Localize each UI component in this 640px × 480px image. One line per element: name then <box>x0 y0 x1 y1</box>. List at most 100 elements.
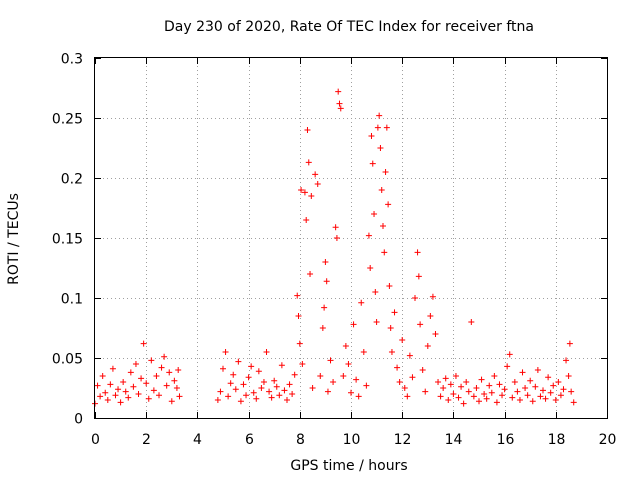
data-point <box>447 381 454 388</box>
data-point <box>319 325 326 331</box>
x-tick-label: 2 <box>142 432 151 448</box>
data-point <box>429 293 436 300</box>
data-point <box>168 398 175 405</box>
data-point <box>499 392 506 399</box>
data-point <box>560 386 567 393</box>
data-point <box>243 392 250 399</box>
data-point <box>483 395 490 402</box>
data-point <box>276 392 283 399</box>
data-point <box>458 383 465 390</box>
data-point <box>382 169 389 175</box>
data-point <box>396 379 403 385</box>
data-point <box>419 367 426 373</box>
data-point <box>473 385 480 391</box>
y-tick-label: 0.2 <box>61 172 83 188</box>
plot-frame <box>94 57 608 419</box>
data-point <box>324 388 331 395</box>
data-point <box>504 363 511 370</box>
data-point <box>250 389 257 396</box>
data-point <box>427 313 434 319</box>
data-point <box>281 387 288 394</box>
data-point <box>476 398 482 405</box>
data-point <box>317 373 324 379</box>
data-point <box>237 398 244 405</box>
data-point <box>442 375 449 382</box>
data-point <box>145 395 152 402</box>
data-point <box>266 388 273 395</box>
data-point <box>566 340 573 347</box>
data-point <box>534 367 541 373</box>
data-point <box>125 394 132 401</box>
data-point <box>478 376 485 383</box>
data-point <box>230 371 237 378</box>
data-point <box>173 385 180 391</box>
data-point <box>373 319 380 325</box>
data-point <box>360 349 367 355</box>
data-point <box>435 379 442 385</box>
data-point <box>422 388 429 395</box>
data-point <box>138 375 145 382</box>
data-point <box>470 393 477 400</box>
chart-title: Day 230 of 2020, Rate Of TEC Index for r… <box>164 19 534 35</box>
data-point <box>493 399 500 406</box>
data-point <box>519 369 526 376</box>
y-tick-label: 0.15 <box>52 232 83 248</box>
data-point <box>304 127 311 133</box>
data-point <box>383 124 390 131</box>
data-point <box>248 363 255 370</box>
data-point <box>570 399 577 406</box>
data-point <box>412 295 418 301</box>
data-point <box>432 331 439 337</box>
data-point <box>542 395 549 402</box>
y-axis-label: ROTI / TECUs <box>6 193 22 285</box>
data-point <box>522 385 529 391</box>
data-point <box>391 309 398 316</box>
data-point <box>496 381 503 388</box>
data-point <box>363 382 370 389</box>
data-point <box>568 388 575 395</box>
data-point <box>406 352 413 359</box>
data-point <box>468 319 475 325</box>
data-point <box>225 393 232 400</box>
data-point <box>268 394 275 401</box>
data-point <box>367 265 374 271</box>
data-point <box>486 382 493 389</box>
data-point <box>350 321 357 328</box>
x-tick-label: 16 <box>497 432 515 448</box>
x-tick-label: 20 <box>599 432 617 448</box>
data-point <box>437 393 444 400</box>
data-point <box>163 382 170 389</box>
data-point <box>220 365 226 372</box>
data-point <box>399 337 406 343</box>
data-point <box>388 349 395 355</box>
data-point <box>488 389 495 396</box>
data-point <box>104 397 111 403</box>
data-point <box>263 349 270 355</box>
data-point <box>532 383 539 390</box>
data-point <box>481 391 488 397</box>
data-point <box>415 273 422 280</box>
data-point <box>321 304 328 311</box>
data-point <box>258 385 265 391</box>
data-point <box>227 380 234 387</box>
data-point <box>135 391 142 397</box>
data-point <box>130 383 137 390</box>
data-point <box>323 278 330 285</box>
data-point <box>342 343 349 349</box>
data-point <box>322 259 329 265</box>
data-point <box>150 387 157 394</box>
data-point <box>527 377 534 384</box>
data-point <box>463 379 470 385</box>
data-point <box>417 321 424 328</box>
data-point <box>217 388 224 395</box>
data-point <box>335 88 342 95</box>
data-point <box>537 393 544 400</box>
data-point <box>158 364 165 371</box>
data-point <box>378 187 385 193</box>
data-point <box>255 368 262 375</box>
data-point <box>286 381 293 388</box>
data-point <box>540 387 546 394</box>
data-point <box>552 397 559 403</box>
data-point <box>122 388 129 395</box>
data-point <box>97 393 104 400</box>
